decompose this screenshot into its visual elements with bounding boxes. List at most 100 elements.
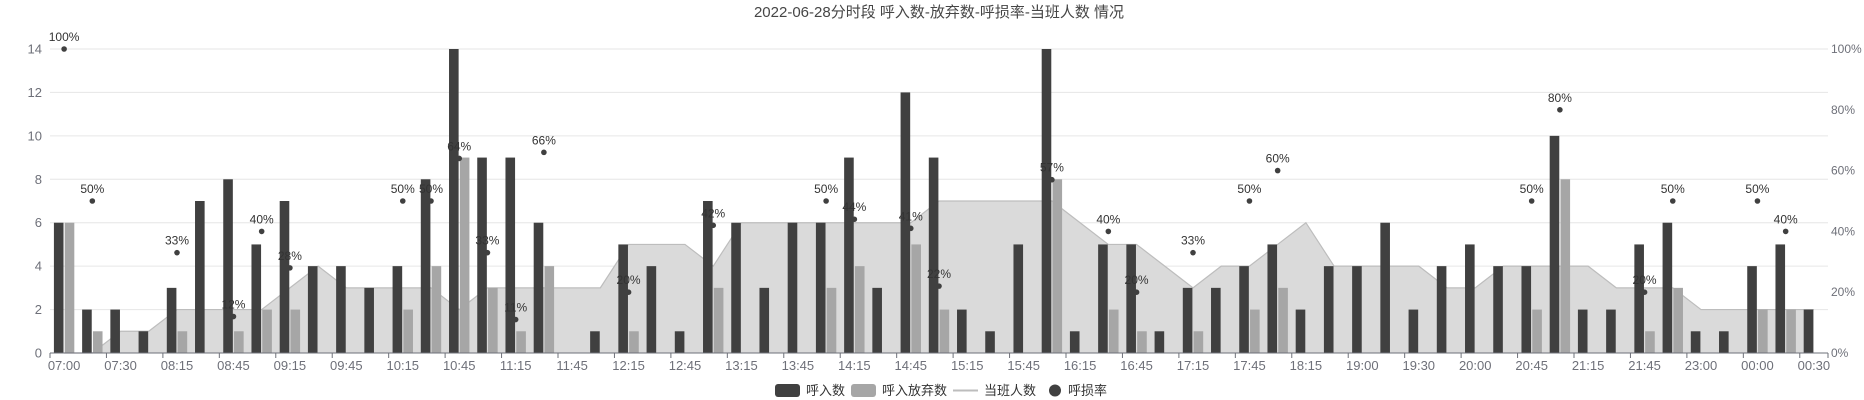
x-axis: 07:00 07:30 08:15 08:45 09:15 09:45 10:15 10:45… — [48, 352, 1830, 373]
legend-item-abandoned[interactable]: 呼入放弃数 — [851, 383, 947, 398]
bar-incoming — [1069, 331, 1080, 353]
bar-incoming — [1606, 309, 1616, 353]
chart-title: 2022-06-28分时段 呼入数-放弃数-呼损率-当班人数 情况 — [754, 4, 1124, 21]
bar-incoming — [1803, 309, 1814, 353]
legend-label-staff: 当班人数 — [984, 383, 1036, 398]
rate-label: 40% — [250, 212, 274, 226]
bar-incoming — [1436, 266, 1447, 353]
bar-incoming — [1126, 244, 1136, 353]
rate-point — [258, 228, 265, 235]
bar-incoming — [1747, 266, 1757, 353]
bar-incoming — [53, 222, 64, 353]
x-tick-label: 19:00 — [1346, 358, 1379, 373]
bar-abandoned — [826, 287, 837, 353]
rate-point — [1669, 198, 1676, 204]
x-tick-label: 18:15 — [1290, 358, 1323, 373]
legend-label-rate: 呼损率 — [1068, 383, 1107, 398]
bar-incoming — [759, 287, 770, 353]
rate-point — [399, 198, 406, 204]
legend-item-rate[interactable]: 呼损率 — [1049, 383, 1107, 398]
bar-incoming — [223, 179, 233, 353]
bar-incoming — [1239, 266, 1249, 353]
rate-point — [1754, 198, 1761, 204]
rate-point — [1528, 198, 1535, 204]
legend-label-abandoned: 呼入放弃数 — [882, 383, 947, 398]
y-left-tick-label: 2 — [35, 302, 42, 317]
x-tick-label: 21:45 — [1628, 358, 1661, 373]
bar-incoming — [1634, 244, 1644, 353]
bar-incoming — [251, 244, 262, 353]
legend-swatch-abandoned — [851, 384, 876, 397]
bar-abandoned — [1786, 309, 1796, 353]
rate-point — [174, 249, 180, 256]
rate-label: 50% — [1661, 182, 1685, 196]
bar-abandoned — [234, 331, 244, 353]
bar-incoming — [731, 222, 741, 353]
x-tick-label: 15:15 — [951, 358, 984, 373]
bar-incoming — [957, 309, 967, 353]
rate-label: 64% — [447, 139, 471, 153]
legend-item-incoming[interactable]: 呼入数 — [775, 383, 845, 398]
rate-label: 50% — [80, 182, 104, 196]
rate-label: 50% — [814, 182, 838, 196]
rate-label: 60% — [1266, 152, 1290, 166]
y-right-tick-label: 60% — [1831, 164, 1855, 178]
x-tick-label: 16:45 — [1120, 358, 1153, 373]
rate-point — [1049, 176, 1055, 183]
x-tick-label: 08:45 — [217, 358, 250, 373]
bar-incoming — [1465, 244, 1475, 353]
bar-abandoned — [629, 331, 639, 353]
rate-label: 50% — [391, 182, 415, 196]
bars-abandoned — [64, 157, 1796, 353]
rate-point — [512, 316, 519, 323]
rate-label: 40% — [1096, 212, 1120, 226]
rate-point — [710, 222, 717, 229]
bar-incoming — [1408, 309, 1419, 353]
bar-incoming — [1662, 222, 1673, 353]
y-left-axis: 0 2 4 6 8 10 12 14 — [28, 42, 42, 361]
rate-label: 50% — [1520, 182, 1544, 196]
bar-incoming — [110, 309, 120, 353]
bar-abandoned — [1108, 309, 1119, 353]
rate-label: 22% — [927, 267, 951, 281]
rate-point — [625, 289, 632, 296]
rate-label: 50% — [1745, 182, 1769, 196]
rate-point — [287, 265, 293, 271]
bar-incoming — [166, 287, 177, 353]
bar-incoming — [364, 287, 374, 353]
rate-label: 80% — [1548, 91, 1572, 105]
y-left-tick-label: 6 — [35, 215, 42, 230]
y-left-tick-label: 10 — [28, 128, 42, 143]
bar-abandoned — [1250, 309, 1260, 353]
rate-label: 33% — [475, 234, 499, 248]
bar-abandoned — [516, 331, 526, 353]
bar-incoming — [420, 179, 431, 353]
legend-item-staff[interactable]: 当班人数 — [953, 383, 1036, 398]
rate-label: 12% — [221, 298, 245, 312]
bar-abandoned — [854, 266, 865, 353]
bar-incoming — [1775, 244, 1786, 353]
bar-incoming — [1380, 222, 1390, 353]
y-left-tick-label: 14 — [28, 42, 42, 57]
bar-incoming — [985, 331, 995, 353]
bar-abandoned — [1673, 287, 1683, 353]
rate-label: 41% — [899, 209, 923, 223]
rate-point — [541, 149, 547, 156]
rate-point — [1274, 167, 1281, 174]
rate-point — [1190, 249, 1196, 256]
bar-abandoned — [177, 331, 188, 353]
x-tick-label: 17:15 — [1177, 358, 1210, 373]
x-tick-label: 10:15 — [387, 358, 420, 373]
rate-label: 33% — [165, 234, 189, 248]
y-left-tick-label: 12 — [28, 85, 42, 100]
bar-incoming — [307, 266, 318, 353]
y-right-tick-label: 20% — [1831, 285, 1855, 299]
bars-incoming — [53, 49, 1814, 353]
bar-abandoned — [262, 309, 272, 353]
rate-point — [428, 198, 434, 204]
bar-incoming — [1521, 266, 1532, 353]
rate-point — [851, 216, 858, 223]
bar-incoming — [477, 157, 487, 353]
bar-incoming — [392, 266, 403, 353]
bar-incoming — [1182, 287, 1193, 353]
